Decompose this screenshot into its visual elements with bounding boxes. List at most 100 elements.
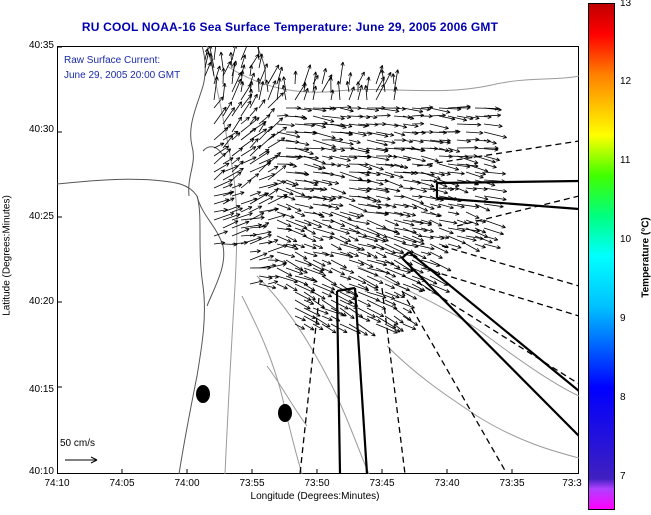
current-vector-arrow <box>276 123 295 128</box>
current-vector-arrow <box>366 76 371 93</box>
current-vector-arrow <box>240 116 250 125</box>
current-vector-arrow <box>222 60 231 77</box>
current-vector-arrow <box>339 307 355 319</box>
radar-site-marker <box>278 404 292 422</box>
current-vector-arrow <box>456 155 479 165</box>
current-vector-arrow <box>312 123 327 129</box>
current-vector-arrow <box>328 76 333 93</box>
current-vector-arrow <box>348 235 359 242</box>
current-vector-arrow <box>312 179 333 186</box>
colorbar-tick-13: 13 <box>620 0 632 9</box>
current-vector-arrow <box>411 251 427 259</box>
current-vector-arrow <box>267 213 286 221</box>
current-vector-arrow <box>366 139 388 147</box>
current-vector-arrow <box>321 155 333 160</box>
current-vector-arrow <box>348 72 353 85</box>
current-vector-arrow <box>231 183 243 189</box>
current-vector-arrow <box>465 243 480 252</box>
current-vector-arrow <box>303 107 327 113</box>
current-vector-arrow <box>231 220 250 229</box>
current-vector-arrow <box>249 151 270 165</box>
current-vector-arrow <box>321 211 334 217</box>
current-vector-arrow <box>249 107 258 117</box>
current-vector-arrow <box>339 123 353 128</box>
current-vector-arrow <box>366 291 387 299</box>
xtick-73-40: 73:40 <box>434 478 460 489</box>
current-vector-arrow <box>231 46 237 61</box>
current-vector-arrow <box>375 323 398 334</box>
current-vector-arrow <box>357 171 370 177</box>
xtick-74-05: 74:05 <box>109 478 135 489</box>
current-vector-arrow <box>303 227 316 235</box>
current-vector-arrow <box>366 259 388 267</box>
current-vector-arrow <box>282 76 287 93</box>
current-vector-arrow <box>303 299 315 305</box>
current-vector-arrow <box>303 307 321 317</box>
current-vector-arrow <box>276 219 292 227</box>
current-vector-arrow <box>465 179 479 186</box>
current-vector-arrow <box>438 179 460 188</box>
current-vector-arrow <box>222 101 233 117</box>
current-vector-arrow <box>339 211 361 219</box>
current-vector-arrow <box>330 259 347 269</box>
current-vector-arrow <box>366 307 385 317</box>
current-vector-arrow <box>312 163 326 170</box>
current-vector-arrow <box>312 139 336 149</box>
current-vector-arrow <box>249 249 261 254</box>
current-vector-arrow <box>231 191 245 197</box>
current-vector-arrow <box>384 275 401 285</box>
radar-sector-solid <box>335 179 579 474</box>
current-vector-arrow <box>330 139 354 146</box>
current-vector-arrow <box>267 137 286 149</box>
current-vector-arrow <box>384 219 399 227</box>
ytick-40-30: 40:30 <box>28 124 54 135</box>
axis-ticks <box>57 46 513 474</box>
current-vector-arrow <box>474 155 496 164</box>
current-vector-arrow <box>393 291 405 298</box>
current-vector-arrow <box>393 155 412 162</box>
current-vector-arrow <box>303 87 309 101</box>
y-axis-label: Latitude (Degrees:Minutes) <box>1 195 13 316</box>
current-vector-arrow <box>213 127 229 141</box>
ytick-40-15: 40:15 <box>28 384 54 395</box>
current-vector-arrow <box>240 81 245 93</box>
current-vector-arrow <box>375 235 389 242</box>
current-vector-arrow <box>402 203 418 210</box>
current-vector-arrow <box>231 157 241 165</box>
current-vector-arrow <box>456 122 482 127</box>
current-vector-arrow <box>366 163 384 171</box>
current-vector-arrow <box>429 195 440 201</box>
current-vector-arrow <box>240 156 257 165</box>
current-vector-arrow <box>312 267 324 274</box>
current-vector-arrow <box>294 243 305 249</box>
current-vector-arrow <box>312 115 335 123</box>
current-vector-arrow <box>429 283 450 293</box>
current-vector-arrow <box>258 121 266 133</box>
current-vector-arrow <box>474 243 486 249</box>
current-vector-arrow <box>249 191 262 197</box>
current-vector-arrow <box>276 267 293 277</box>
current-vector-arrow <box>294 211 306 217</box>
current-vector-arrow <box>294 171 309 176</box>
current-vector-arrow <box>402 259 413 266</box>
current-vector-arrow <box>258 81 265 101</box>
current-vector-arrow <box>456 187 469 194</box>
current-vector-arrow <box>294 291 312 301</box>
current-vector-arrow <box>393 315 404 324</box>
current-vector-arrow <box>267 280 279 285</box>
current-vector-arrow <box>258 148 270 157</box>
current-vector-arrow <box>231 132 241 141</box>
current-vector-arrow <box>213 162 230 173</box>
current-vector-arrow <box>258 125 273 141</box>
current-vector-arrow <box>222 213 241 221</box>
current-vector-map <box>57 46 579 474</box>
current-vector-arrow <box>384 235 407 244</box>
current-vector-arrow <box>294 251 308 260</box>
current-vector-arrow <box>264 79 270 93</box>
current-vector-arrow <box>249 128 268 141</box>
current-vector-arrow <box>411 121 425 126</box>
current-vector-arrow <box>402 235 425 245</box>
current-vector-arrow <box>240 223 263 229</box>
current-vector-arrow <box>267 194 288 205</box>
current-vector-arrow <box>375 139 396 145</box>
